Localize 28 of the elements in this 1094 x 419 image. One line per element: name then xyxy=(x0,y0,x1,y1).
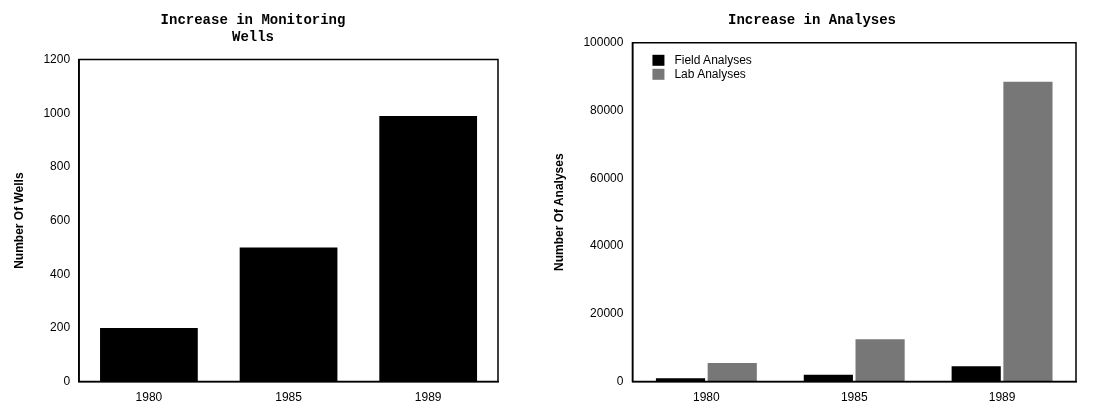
y-axis-title: Number Of Analyses xyxy=(551,153,566,271)
legend-label: Field Analyses xyxy=(674,53,752,68)
y-tick-label: 400 xyxy=(50,266,71,281)
x-tick-label: 1989 xyxy=(414,390,442,405)
y-axis-title: Number Of Wells xyxy=(11,172,26,269)
y-tick-label: 800 xyxy=(50,159,71,174)
chart-title: Increase in Monitoring Wells xyxy=(160,11,346,45)
bar xyxy=(707,362,757,382)
y-tick-label: 20000 xyxy=(590,306,624,321)
y-tick-label: 1200 xyxy=(43,51,71,66)
y-tick-label: 0 xyxy=(616,373,624,388)
y-tick-label: 100000 xyxy=(583,35,624,50)
x-tick-label: 1985 xyxy=(275,390,303,405)
y-tick-label: 1000 xyxy=(43,105,71,120)
chart-title: Increase in Analyses xyxy=(727,11,897,28)
y-tick-label: 200 xyxy=(50,320,71,335)
y-tick-label: 40000 xyxy=(590,238,624,253)
x-tick-label: 1989 xyxy=(988,390,1016,405)
bar xyxy=(855,339,905,382)
x-tick-label: 1980 xyxy=(693,390,721,405)
legend-label: Lab Analyses xyxy=(674,67,746,82)
y-tick-label: 600 xyxy=(50,212,71,227)
bar xyxy=(1003,81,1053,382)
y-tick-label: 60000 xyxy=(590,170,624,185)
y-tick-label: 0 xyxy=(63,373,71,388)
x-tick-label: 1985 xyxy=(840,390,868,405)
x-tick-label: 1980 xyxy=(135,390,163,405)
y-tick-label: 80000 xyxy=(590,102,624,117)
